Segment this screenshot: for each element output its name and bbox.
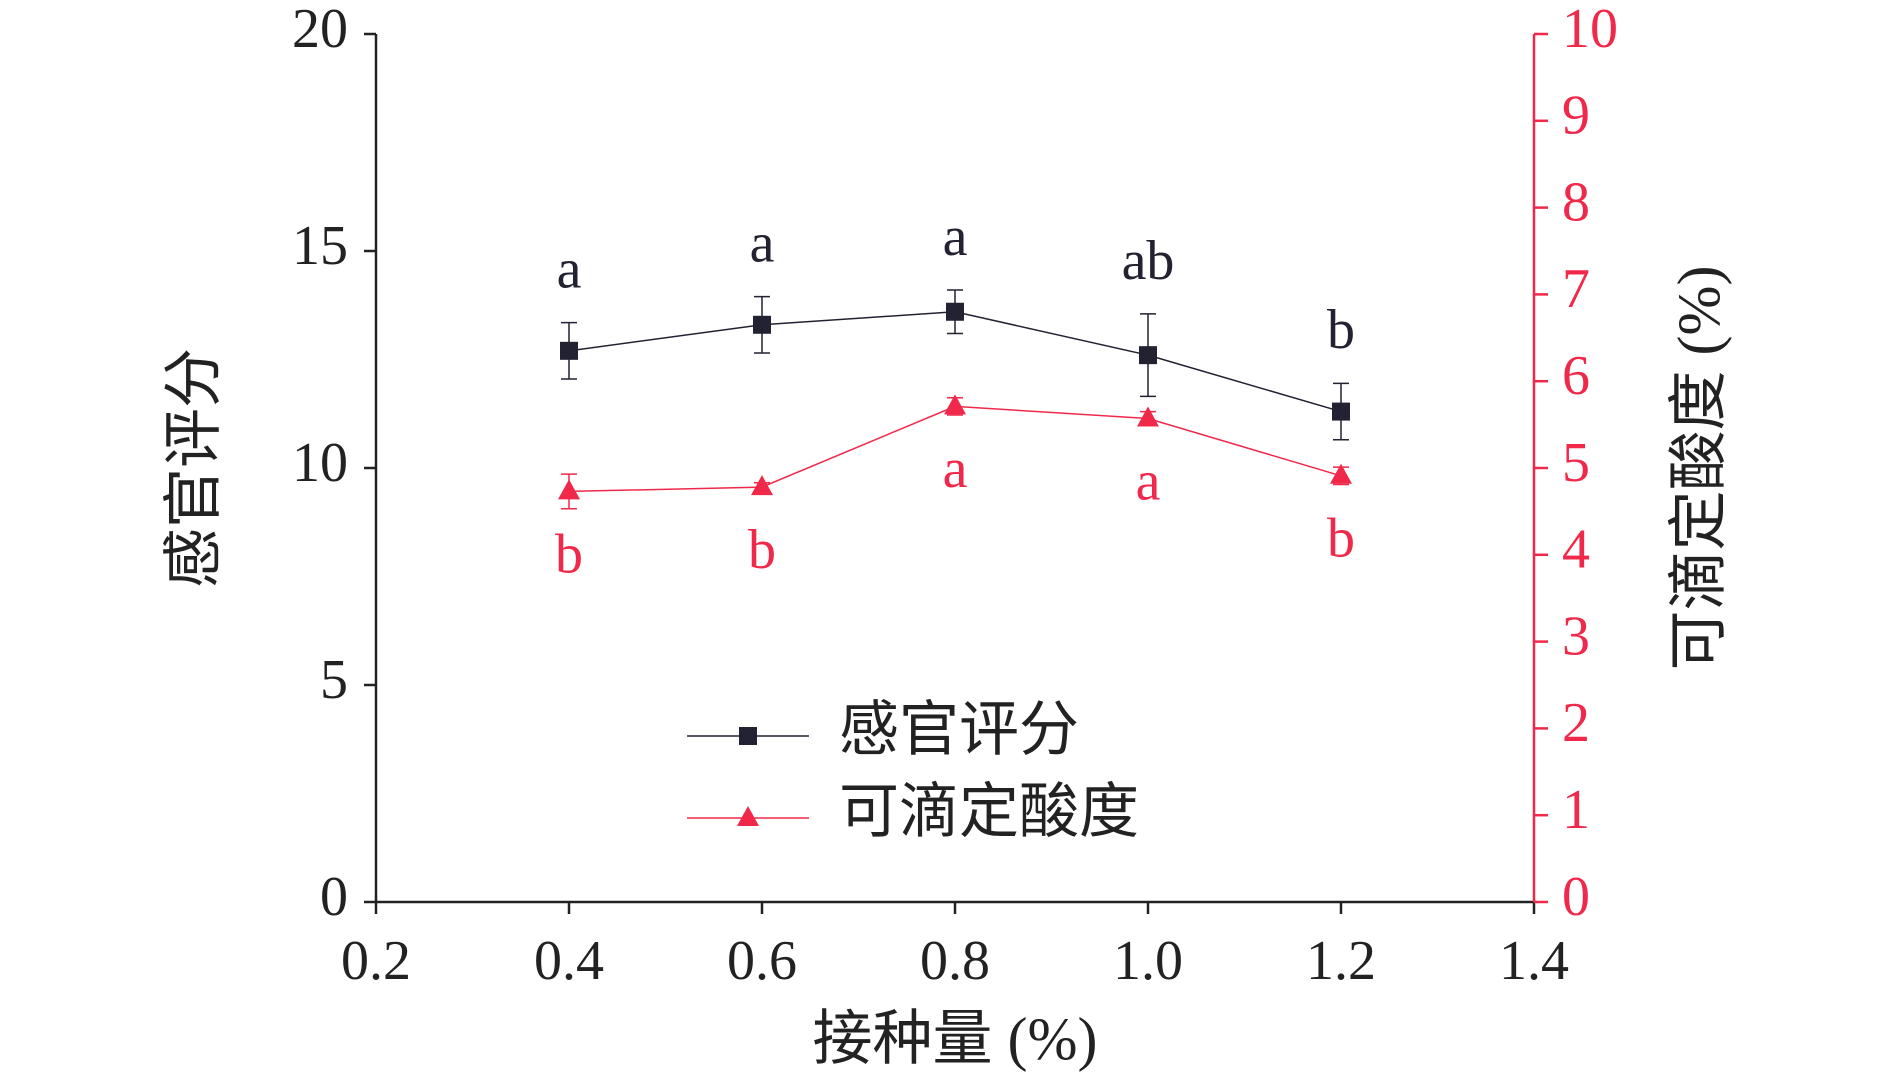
y2-tick-label: 7 (1562, 258, 1590, 320)
data-point (1139, 346, 1157, 365)
y2-axis-label: 可滴定酸度 (%) (1666, 266, 1732, 671)
y2-tick-label: 9 (1562, 85, 1590, 147)
y-tick-label: 15 (292, 215, 348, 277)
legend-marker (739, 727, 757, 745)
x-tick-label: 0.4 (534, 930, 604, 992)
y-tick-label: 5 (320, 649, 348, 711)
significance-letter: a (1136, 450, 1161, 512)
y2-tick-label: 6 (1562, 345, 1590, 407)
legend-label: 感官评分 (839, 697, 1079, 763)
data-point (944, 394, 966, 415)
y2-tick-label: 10 (1562, 0, 1618, 60)
y-tick-label: 0 (320, 866, 348, 928)
data-point (1330, 463, 1352, 484)
significance-letter: ab (1122, 230, 1175, 292)
x-tick-label: 0.8 (920, 930, 990, 992)
significance-letter: a (943, 438, 968, 500)
data-point (560, 341, 578, 360)
x-tick-label: 0.2 (341, 930, 411, 992)
data-point (753, 315, 771, 334)
significance-letter: a (557, 238, 582, 300)
x-tick-label: 1.0 (1113, 930, 1183, 992)
data-point (1137, 406, 1159, 427)
y2-tick-label: 2 (1562, 692, 1590, 754)
data-point (946, 302, 964, 321)
significance-letter: b (1327, 299, 1355, 361)
significance-letter: b (748, 519, 776, 581)
data-point (751, 475, 773, 496)
y2-tick-label: 4 (1562, 519, 1590, 581)
y-axis-label: 感官评分 (161, 348, 227, 588)
y2-tick-label: 5 (1562, 432, 1590, 494)
y-tick-label: 10 (292, 432, 348, 494)
data-point (1332, 402, 1350, 421)
y2-tick-label: 3 (1562, 605, 1590, 667)
y2-tick-label: 0 (1562, 866, 1590, 928)
legend-label: 可滴定酸度 (839, 779, 1139, 845)
x-axis-label: 接种量 (%) (813, 1006, 1098, 1072)
y-tick-label: 20 (292, 0, 348, 60)
y2-tick-label: 1 (1562, 779, 1590, 841)
significance-letter: b (555, 523, 583, 585)
x-tick-label: 1.4 (1499, 930, 1569, 992)
data-point (558, 479, 580, 500)
significance-letter: a (750, 212, 775, 274)
y2-tick-label: 8 (1562, 171, 1590, 233)
x-tick-label: 0.6 (727, 930, 797, 992)
legend-marker (737, 806, 759, 826)
x-tick-label: 1.2 (1306, 930, 1376, 992)
significance-letter: b (1327, 508, 1355, 570)
significance-letter: a (943, 206, 968, 268)
